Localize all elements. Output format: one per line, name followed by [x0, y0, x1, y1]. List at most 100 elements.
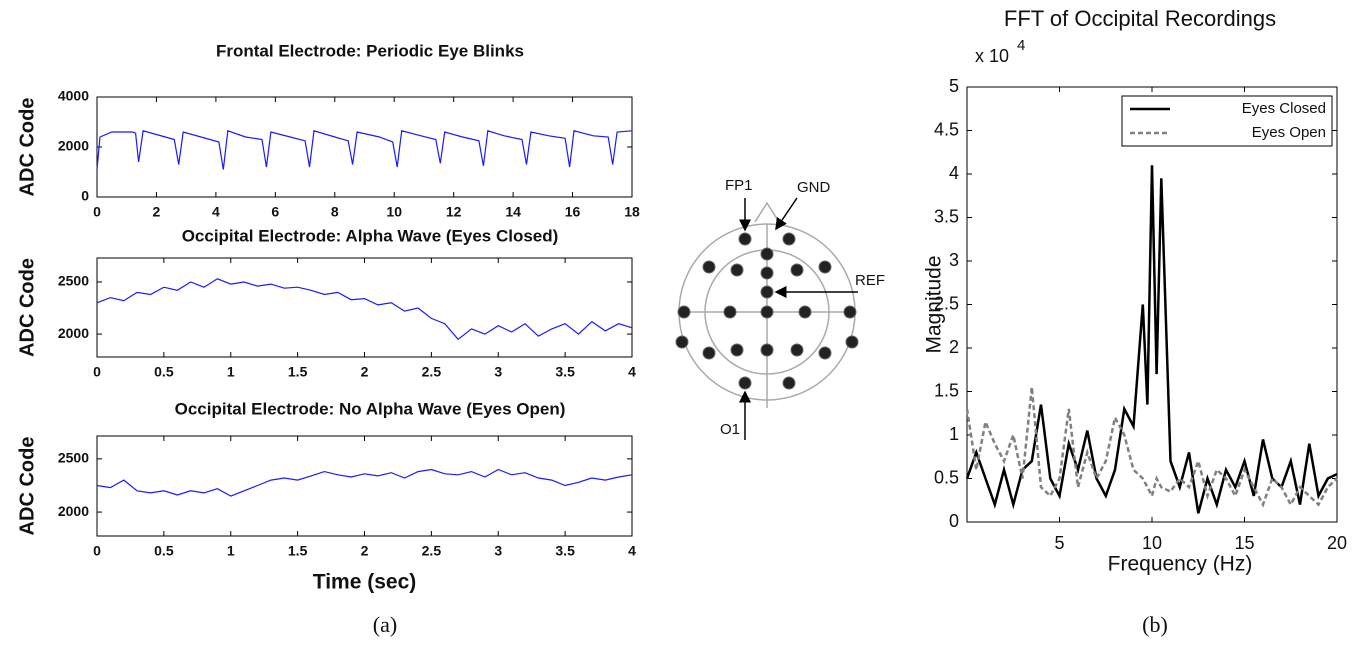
- x-axis-label: Frequency (Hz): [1108, 553, 1253, 576]
- y-tick-label: 2000: [58, 503, 89, 519]
- electrode: [738, 232, 752, 246]
- legend-label: Eyes Closed: [1242, 100, 1326, 117]
- x-tick-label: 3.5: [555, 543, 575, 559]
- electrode-arrows: [739, 197, 858, 440]
- chart-title: Occipital Electrode: No Alpha Wave (Eyes…: [175, 399, 566, 418]
- electrode: [845, 335, 859, 349]
- y-axis-label: ADC Code: [16, 258, 38, 357]
- series-line: [96, 468, 633, 497]
- x-tick-label: 15: [1234, 533, 1254, 553]
- electrodes: [675, 232, 859, 390]
- x-tick-label: 6: [271, 204, 279, 220]
- y-tick-label: 2000: [58, 325, 89, 341]
- x-tick-label: 0: [93, 364, 101, 380]
- y-tick-label: 0: [949, 511, 959, 531]
- electrode: [760, 266, 774, 280]
- y-tick-label: 4.5: [934, 119, 959, 139]
- plot-frame: [966, 86, 1338, 523]
- x-tick-label: 1: [227, 543, 235, 559]
- x-tick-label: 4: [628, 364, 636, 380]
- caption: (a): [373, 612, 397, 637]
- electrode: [677, 305, 691, 319]
- x-tick-label: 10: [386, 204, 402, 220]
- electrode: [818, 260, 832, 274]
- electrode: [760, 305, 774, 319]
- plot-frame: [96, 257, 633, 358]
- y-tick-label: 1: [949, 424, 959, 444]
- x-tick-label: 2: [361, 543, 369, 559]
- y-tick-label: 1.5: [934, 380, 959, 400]
- axis-multiplier: x 10: [975, 46, 1009, 66]
- electrode: [760, 247, 774, 261]
- x-tick-label: 1.5: [288, 364, 308, 380]
- chart-title: FFT of Occipital Recordings: [1004, 6, 1276, 31]
- caption: (b): [1142, 612, 1168, 637]
- electrode: [730, 343, 744, 357]
- electrode: [790, 263, 804, 277]
- x-tick-label: 2: [361, 364, 369, 380]
- x-tick-label: 2: [153, 204, 161, 220]
- legend-box: [1121, 95, 1333, 147]
- x-tick-label: 18: [624, 204, 640, 220]
- plot-frame: [96, 96, 633, 198]
- plot-frame: [96, 435, 633, 537]
- x-axis-label: Time (sec): [313, 571, 417, 594]
- electrode: [790, 343, 804, 357]
- electrode: [702, 346, 716, 360]
- axis-multiplier-exponent: 4: [1017, 37, 1025, 54]
- x-tick-label: 5: [1054, 533, 1064, 553]
- electrode: [782, 376, 796, 390]
- x-tick-label: 16: [565, 204, 581, 220]
- chart-title: Occipital Electrode: Alpha Wave (Eyes Cl…: [182, 226, 559, 245]
- y-axis-label: ADC Code: [16, 98, 38, 197]
- x-tick-label: 0: [93, 204, 101, 220]
- x-tick-label: 1.5: [288, 543, 308, 559]
- y-tick-label: 5: [949, 76, 959, 96]
- electrode: [723, 305, 737, 319]
- x-tick-label: 20: [1327, 533, 1347, 553]
- x-tick-label: 0: [93, 543, 101, 559]
- y-tick-label: 3.5: [934, 206, 959, 226]
- y-tick-label: 4: [949, 163, 959, 183]
- electrode: [675, 335, 689, 349]
- electrode-label: O1: [720, 421, 740, 438]
- y-tick-label: 2.5: [934, 293, 959, 313]
- x-tick-label: 14: [505, 204, 521, 220]
- x-tick-label: 3: [494, 364, 502, 380]
- y-tick-label: 4000: [58, 88, 89, 104]
- y-tick-label: 2000: [58, 138, 89, 154]
- electrode: [760, 343, 774, 357]
- series-line: [96, 129, 633, 170]
- series-line: [96, 278, 633, 341]
- electrode: [818, 346, 832, 360]
- series-line: [965, 165, 1338, 514]
- x-tick-label: 12: [446, 204, 462, 220]
- electrode: [730, 263, 744, 277]
- arrow: [775, 197, 798, 231]
- x-tick-label: 2.5: [422, 364, 442, 380]
- y-axis-label: ADC Code: [16, 437, 38, 536]
- x-tick-label: 8: [331, 204, 339, 220]
- x-tick-label: 2.5: [422, 543, 442, 559]
- electrode-label: REF: [855, 272, 885, 289]
- x-tick-label: 3.5: [555, 364, 575, 380]
- electrode: [798, 305, 812, 319]
- electrode: [760, 285, 774, 299]
- y-tick-label: 2500: [58, 273, 89, 289]
- chart-title: Frontal Electrode: Periodic Eye Blinks: [216, 41, 524, 60]
- y-tick-label: 0.5: [934, 467, 959, 487]
- x-tick-label: 3: [494, 543, 502, 559]
- electrode-label: FP1: [725, 177, 753, 194]
- electrode: [843, 305, 857, 319]
- y-axis-label: Magnitude: [923, 255, 946, 353]
- x-tick-label: 4: [628, 543, 636, 559]
- y-tick-label: 0: [81, 188, 89, 204]
- y-tick-label: 3: [949, 250, 959, 270]
- legend-label: Eyes Open: [1252, 124, 1326, 141]
- y-tick-label: 2500: [58, 450, 89, 466]
- x-tick-label: 1: [227, 364, 235, 380]
- x-tick-label: 0.5: [154, 364, 174, 380]
- electrode: [738, 376, 752, 390]
- nose: [754, 201, 780, 223]
